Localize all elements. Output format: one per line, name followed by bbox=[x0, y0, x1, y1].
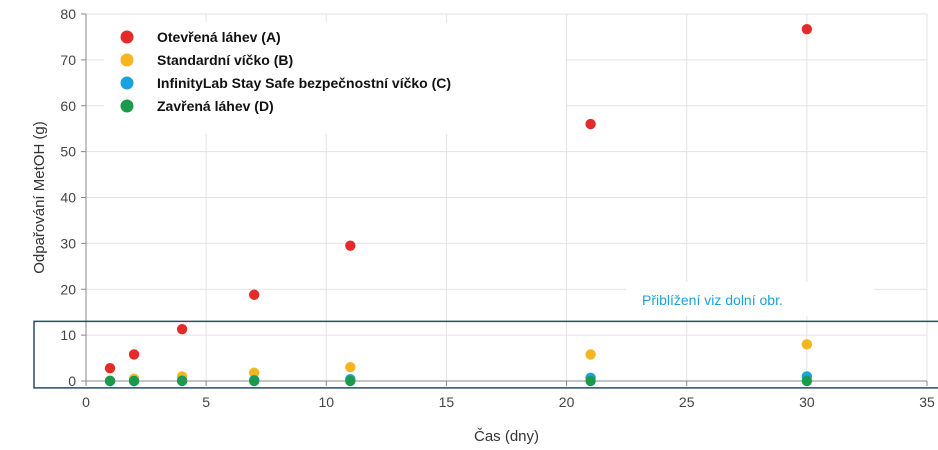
data-point-series-1 bbox=[585, 118, 596, 130]
x-tick-label: 0 bbox=[82, 394, 90, 410]
x-tick-label: 25 bbox=[679, 394, 695, 410]
y-tick-label: 20 bbox=[60, 281, 76, 297]
data-point-series-1 bbox=[249, 289, 260, 300]
zoom-box bbox=[33, 320, 938, 389]
data-point-series-4 bbox=[176, 375, 188, 387]
data-point-series-2 bbox=[585, 349, 596, 360]
x-tick-label: 10 bbox=[318, 394, 334, 410]
data-point-series-4 bbox=[345, 375, 356, 387]
y-tick-label: 50 bbox=[60, 144, 76, 160]
x-tick-label: 30 bbox=[799, 394, 815, 410]
data-point-series-1 bbox=[128, 349, 140, 360]
data-point-series-4 bbox=[249, 375, 260, 387]
x-axis-title: Čas (dny) bbox=[474, 428, 539, 445]
y-tick-label: 10 bbox=[60, 327, 76, 343]
data-point-series-1 bbox=[104, 362, 116, 374]
legend-background bbox=[104, 22, 566, 134]
y-tick-label: 40 bbox=[60, 190, 76, 206]
legend-label: InfinityLab Stay Safe bezpečnostní víčko… bbox=[157, 75, 451, 91]
data-point-series-1 bbox=[176, 323, 188, 335]
y-tick-label: 70 bbox=[60, 52, 76, 68]
data-point-series-4 bbox=[104, 375, 116, 387]
y-tick-label: 80 bbox=[60, 6, 76, 22]
zoom-annotation: Přiblížení viz dolní obr. bbox=[33, 282, 938, 389]
y-tick-label: 60 bbox=[60, 98, 76, 114]
legend: Otevřená láhev (A) Standardní víčko (B) In… bbox=[104, 22, 566, 134]
legend-label: Otevřená láhev (A) bbox=[157, 29, 281, 45]
zoom-label: Přiblížení viz dolní obr. bbox=[642, 292, 783, 308]
y-tick-label: 0 bbox=[68, 373, 76, 389]
data-point-series-2 bbox=[249, 367, 260, 378]
data-point-series-2 bbox=[345, 362, 356, 373]
zoom-label-background bbox=[626, 282, 874, 316]
legend-marker bbox=[120, 99, 134, 113]
data-point-series-1 bbox=[345, 240, 356, 251]
data-point-series-1 bbox=[801, 23, 813, 35]
data-points bbox=[104, 23, 813, 387]
x-tick-label: 15 bbox=[439, 394, 455, 410]
y-tick-label: 30 bbox=[60, 235, 76, 251]
legend-label: Standardní víčko (B) bbox=[157, 52, 293, 68]
legend-marker bbox=[120, 53, 134, 67]
axes: 0 5 10 15 20 25 30 35 0 10 20 30 40 50 60 70 80 Čas (dny)… bbox=[31, 6, 935, 445]
x-tick-label: 5 bbox=[202, 394, 210, 410]
legend-marker bbox=[120, 76, 134, 90]
x-tick-label: 35 bbox=[919, 394, 935, 410]
y-axis-title: Odpařování MetOH (g) bbox=[31, 121, 48, 274]
data-point-series-2 bbox=[801, 339, 813, 350]
x-tick-label: 20 bbox=[559, 394, 575, 410]
legend-marker bbox=[120, 30, 134, 44]
data-point-series-4 bbox=[585, 375, 596, 387]
data-point-series-4 bbox=[128, 375, 140, 387]
data-point-series-4 bbox=[801, 375, 813, 387]
legend-label: Zavřená láhev (D) bbox=[157, 98, 274, 114]
